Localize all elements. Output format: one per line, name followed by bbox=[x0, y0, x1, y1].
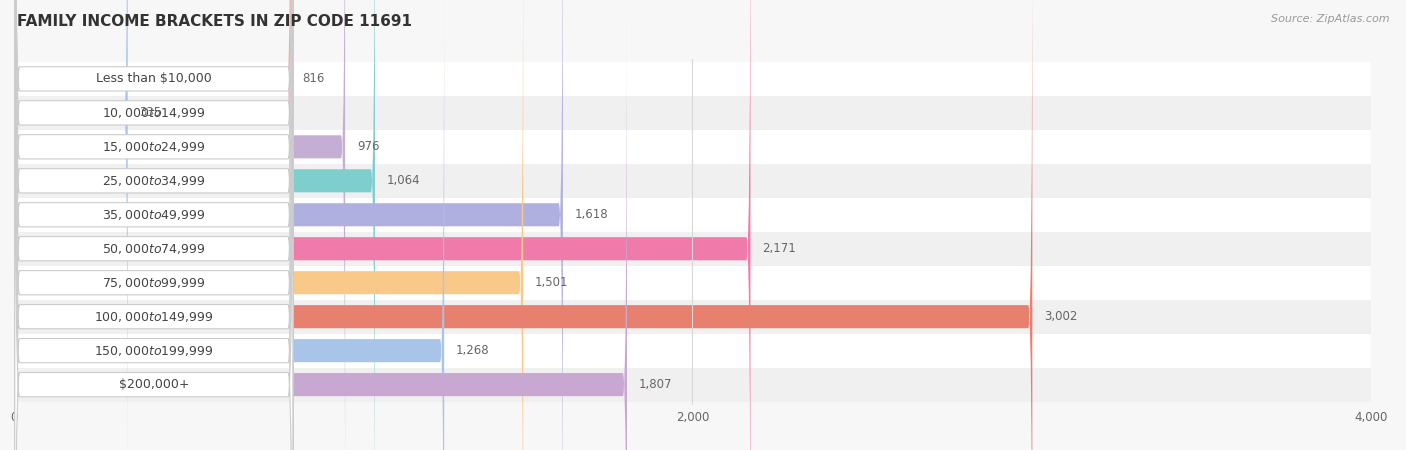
Text: 3,002: 3,002 bbox=[1045, 310, 1077, 323]
FancyBboxPatch shape bbox=[14, 0, 292, 450]
FancyBboxPatch shape bbox=[14, 0, 292, 450]
Text: 816: 816 bbox=[302, 72, 325, 86]
Text: $150,000 to $199,999: $150,000 to $199,999 bbox=[94, 344, 214, 358]
Bar bbox=[14, 232, 1371, 266]
FancyBboxPatch shape bbox=[14, 0, 344, 450]
Text: 1,501: 1,501 bbox=[536, 276, 568, 289]
Bar bbox=[14, 96, 1371, 130]
FancyBboxPatch shape bbox=[14, 0, 292, 450]
FancyBboxPatch shape bbox=[14, 0, 292, 450]
FancyBboxPatch shape bbox=[14, 0, 375, 450]
Text: $200,000+: $200,000+ bbox=[118, 378, 188, 391]
FancyBboxPatch shape bbox=[14, 0, 627, 450]
Bar bbox=[14, 164, 1371, 198]
FancyBboxPatch shape bbox=[14, 0, 291, 450]
FancyBboxPatch shape bbox=[14, 0, 128, 450]
FancyBboxPatch shape bbox=[14, 0, 292, 450]
Text: $50,000 to $74,999: $50,000 to $74,999 bbox=[103, 242, 205, 256]
FancyBboxPatch shape bbox=[14, 0, 292, 450]
Text: Less than $10,000: Less than $10,000 bbox=[96, 72, 212, 86]
FancyBboxPatch shape bbox=[14, 0, 292, 450]
FancyBboxPatch shape bbox=[14, 0, 523, 450]
Text: $75,000 to $99,999: $75,000 to $99,999 bbox=[103, 276, 205, 290]
Bar bbox=[14, 368, 1371, 401]
Text: 976: 976 bbox=[357, 140, 380, 153]
Text: $25,000 to $34,999: $25,000 to $34,999 bbox=[103, 174, 205, 188]
Text: 1,618: 1,618 bbox=[575, 208, 609, 221]
Text: 1,064: 1,064 bbox=[387, 174, 420, 187]
Bar bbox=[14, 62, 1371, 96]
Bar bbox=[14, 300, 1371, 333]
Text: $10,000 to $14,999: $10,000 to $14,999 bbox=[103, 106, 205, 120]
Text: FAMILY INCOME BRACKETS IN ZIP CODE 11691: FAMILY INCOME BRACKETS IN ZIP CODE 11691 bbox=[17, 14, 412, 28]
FancyBboxPatch shape bbox=[14, 0, 1032, 450]
Bar bbox=[14, 333, 1371, 368]
Bar bbox=[14, 198, 1371, 232]
Text: Source: ZipAtlas.com: Source: ZipAtlas.com bbox=[1271, 14, 1389, 23]
FancyBboxPatch shape bbox=[14, 0, 292, 450]
FancyBboxPatch shape bbox=[14, 0, 562, 450]
Text: $35,000 to $49,999: $35,000 to $49,999 bbox=[103, 208, 205, 222]
Text: 1,807: 1,807 bbox=[638, 378, 672, 391]
Text: $15,000 to $24,999: $15,000 to $24,999 bbox=[103, 140, 205, 154]
Text: 1,268: 1,268 bbox=[456, 344, 489, 357]
Text: 335: 335 bbox=[139, 106, 162, 119]
FancyBboxPatch shape bbox=[14, 0, 751, 450]
Text: $100,000 to $149,999: $100,000 to $149,999 bbox=[94, 310, 214, 324]
FancyBboxPatch shape bbox=[14, 0, 444, 450]
FancyBboxPatch shape bbox=[14, 0, 292, 450]
Bar bbox=[14, 130, 1371, 164]
Bar bbox=[14, 266, 1371, 300]
FancyBboxPatch shape bbox=[14, 0, 292, 450]
Text: 2,171: 2,171 bbox=[762, 242, 796, 255]
